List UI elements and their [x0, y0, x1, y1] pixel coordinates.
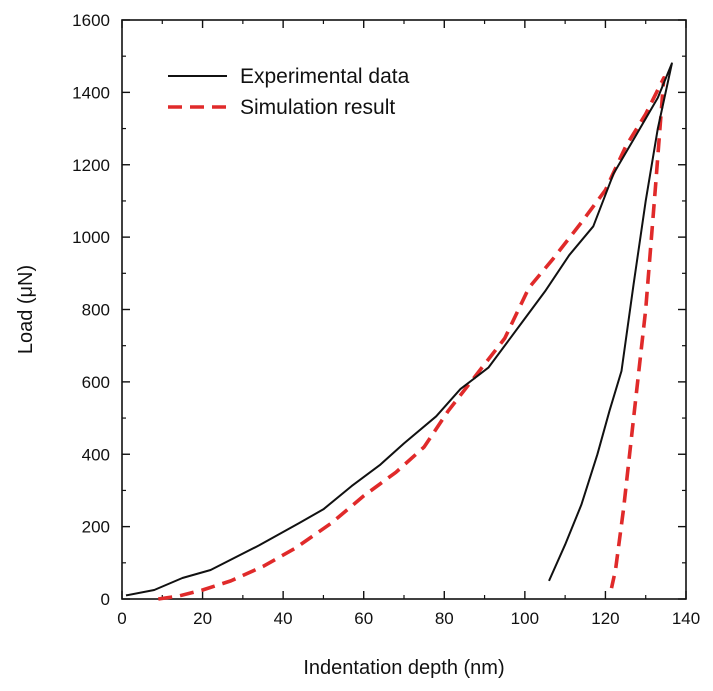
y-tick-label: 1200	[72, 156, 110, 175]
series-layer	[125, 62, 673, 601]
plot-frame	[121, 19, 687, 600]
y-tick-label: 600	[82, 373, 110, 392]
x-tick-label: 40	[274, 609, 293, 628]
x-tick-label: 80	[435, 609, 454, 628]
y-axis-title: Load (μN)	[15, 265, 37, 354]
x-tick-label: 60	[354, 609, 373, 628]
y-tick-label: 1600	[72, 11, 110, 30]
y-tick-label: 400	[82, 445, 110, 464]
x-tick-label: 100	[511, 609, 539, 628]
series-line-1	[158, 76, 666, 601]
legend: Experimental data Simulation result	[168, 65, 410, 119]
legend-label-0: Experimental data	[240, 65, 410, 88]
y-tick-label: 200	[82, 518, 110, 537]
y-tick-label: 0	[101, 590, 110, 609]
series-line-0	[125, 62, 673, 597]
y-tick-label: 1000	[72, 228, 110, 247]
x-tick-label: 0	[117, 609, 126, 628]
axis-ticks	[121, 19, 687, 600]
y-tick-label: 800	[82, 301, 110, 320]
plot-border	[121, 19, 687, 600]
legend-label-1: Simulation result	[240, 96, 395, 119]
x-tick-label: 20	[193, 609, 212, 628]
x-tick-label: 120	[591, 609, 619, 628]
x-axis-title: Indentation depth (nm)	[303, 657, 504, 679]
tick-labels: 0 20 40 60 80 100 120 1400200400600800100012001…	[72, 11, 700, 628]
y-tick-label: 1400	[72, 83, 110, 102]
x-tick-label: 140	[672, 609, 700, 628]
